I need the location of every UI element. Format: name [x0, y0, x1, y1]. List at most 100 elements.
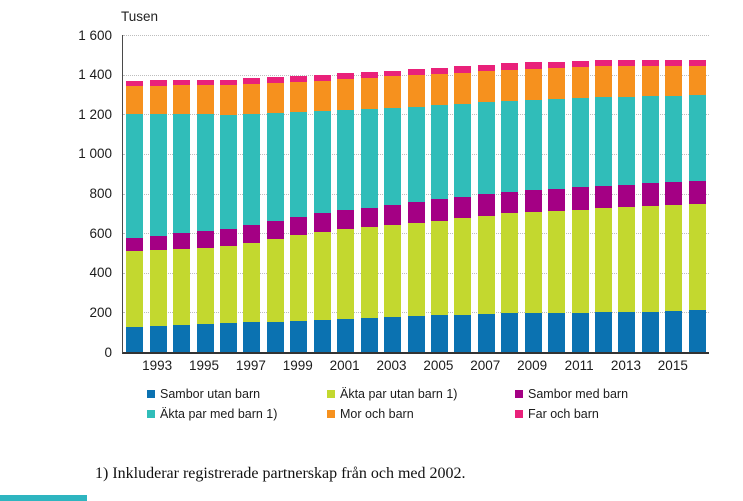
- bar-2010-segment: [548, 188, 566, 211]
- bar-2010-segment: [548, 61, 566, 69]
- bar-1993-segment: [149, 235, 167, 251]
- legend: Sambor utan barn Äkta par utan barn 1) Sam…: [147, 384, 628, 424]
- bar-2005-segment: [430, 105, 448, 200]
- bar-1999-segment: [290, 321, 308, 352]
- legend-label: Äkta par utan barn 1): [340, 387, 458, 401]
- bar-2003: [384, 70, 402, 352]
- bar-2011-segment: [571, 187, 589, 210]
- bar-2000-segment: [313, 320, 331, 352]
- bar-2014-segment: [641, 311, 659, 352]
- x-tick-2003: 2003: [376, 358, 407, 373]
- legend-label: Mor och barn: [340, 407, 414, 421]
- bar-2011-segment: [571, 98, 589, 188]
- bar-1997-segment: [243, 224, 261, 243]
- bar-2013-segment: [618, 207, 636, 313]
- bar-1999-segment: [290, 235, 308, 322]
- legend-item-1: Sambor utan barn: [147, 384, 327, 404]
- bar-1995-segment: [196, 114, 214, 232]
- y-tick-400: 400: [89, 265, 112, 281]
- bar-2011-segment: [571, 61, 589, 68]
- bar-2005-segment: [430, 199, 448, 221]
- bar-1996-segment: [219, 84, 237, 115]
- bar-2006-segment: [454, 218, 472, 315]
- bar-2004-segment: [407, 75, 425, 107]
- bar-2004-segment: [407, 201, 425, 224]
- bar-1996-segment: [219, 323, 237, 352]
- legend-swatch-icon: [515, 410, 523, 418]
- bar-2015-segment: [665, 59, 683, 66]
- bar-2010-segment: [548, 68, 566, 100]
- y-tick-600: 600: [89, 225, 112, 241]
- x-tick-1997: 1997: [235, 358, 266, 373]
- bar-2003-segment: [384, 204, 402, 226]
- bar-2000: [313, 74, 331, 352]
- bar-1995-segment: [196, 324, 214, 352]
- bar-1993-segment: [149, 113, 167, 236]
- bar-2010: [548, 61, 566, 352]
- bar-1998-segment: [266, 82, 284, 113]
- bar-1993-segment: [149, 325, 167, 352]
- bar-1992-segment: [126, 86, 144, 114]
- bar-1993: [149, 80, 167, 352]
- x-tick-1995: 1995: [189, 358, 220, 373]
- bar-2013-segment: [618, 312, 636, 352]
- bar-2000-segment: [313, 110, 331, 214]
- bar-2008: [501, 63, 519, 352]
- bar-1999-segment: [290, 217, 308, 236]
- bar-2007-segment: [477, 71, 495, 103]
- bar-2003-segment: [384, 316, 402, 352]
- bar-2006-segment: [454, 72, 472, 104]
- bar-2012-segment: [595, 208, 613, 313]
- legend-swatch-icon: [147, 390, 155, 398]
- legend-swatch-icon: [515, 390, 523, 398]
- x-tick-1999: 1999: [282, 358, 313, 373]
- bar-2014-segment: [641, 60, 659, 66]
- bar-2012-segment: [595, 185, 613, 209]
- plot-area: [122, 35, 709, 354]
- bar-2015-segment: [665, 65, 683, 96]
- bar-1999-segment: [290, 111, 308, 218]
- bar-2009-segment: [524, 62, 542, 70]
- bar-1999-segment: [290, 81, 308, 112]
- bar-2011-segment: [571, 312, 589, 352]
- bottom-left-strip: [0, 495, 87, 501]
- bar-1994-segment: [173, 324, 191, 352]
- bar-1997: [243, 78, 261, 352]
- bar-2007-segment: [477, 194, 495, 216]
- bar-1997-segment: [243, 83, 261, 114]
- y-tick-800: 800: [89, 186, 112, 201]
- bar-1996-segment: [219, 79, 237, 85]
- bar-2012-segment: [595, 97, 613, 186]
- legend-swatch-icon: [327, 390, 335, 398]
- bar-1996: [219, 79, 237, 352]
- bar-2005-segment: [430, 315, 448, 352]
- bar-2002-segment: [360, 317, 378, 352]
- footnote-text: 1) Inkluderar registrerade partnerskap f…: [95, 465, 466, 482]
- bar-2013-segment: [618, 60, 636, 67]
- bar-2008-segment: [501, 63, 519, 71]
- bar-1993-segment: [149, 85, 167, 114]
- bar-2004-segment: [407, 69, 425, 76]
- bar-2006: [454, 66, 472, 352]
- bar-2000-segment: [313, 213, 331, 232]
- bar-2004-segment: [407, 223, 425, 316]
- legend-label: Sambor utan barn: [160, 387, 261, 401]
- bar-2001: [337, 73, 355, 352]
- bar-1997-segment: [243, 113, 261, 225]
- bar-1992-segment: [126, 80, 144, 87]
- bar-2012-segment: [595, 60, 613, 67]
- bar-1998-segment: [266, 238, 284, 322]
- bar-2001-segment: [337, 79, 355, 110]
- bar-2012-segment: [595, 312, 613, 352]
- bar-2002: [360, 71, 378, 352]
- bar-2000-segment: [313, 80, 331, 111]
- bar-2014-segment: [641, 183, 659, 207]
- bar-2000-segment: [313, 74, 331, 81]
- bar-1998-segment: [266, 112, 284, 222]
- bar-1992: [126, 80, 144, 352]
- bar-2009-segment: [524, 212, 542, 314]
- bar-2010-segment: [548, 210, 566, 313]
- y-tick-0: 0: [104, 344, 112, 360]
- bar-2008-segment: [501, 70, 519, 101]
- bar-2009-segment: [524, 69, 542, 101]
